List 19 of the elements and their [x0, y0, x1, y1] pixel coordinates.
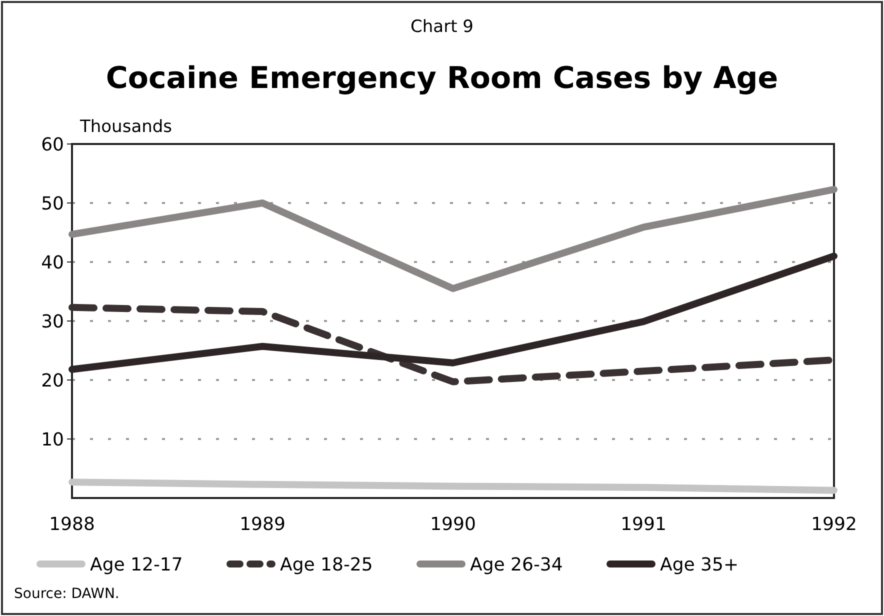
x-tick-label: 1991 — [620, 514, 666, 535]
y-tick-label: 30 — [41, 311, 64, 332]
y-tick-label: 60 — [41, 134, 64, 156]
x-tick-label: 1990 — [430, 514, 476, 535]
chart-subtitle: Chart 9 — [410, 17, 474, 37]
y-tick-label: 50 — [41, 193, 64, 214]
legend-label: Age 12-17 — [90, 554, 183, 576]
legend-label: Age 35+ — [660, 554, 739, 576]
chart-title: Cocaine Emergency Room Cases by Age — [106, 61, 778, 96]
y-tick-label: 40 — [41, 252, 64, 274]
x-tick-label: 1988 — [49, 514, 95, 535]
y-axis-title: Thousands — [79, 117, 172, 137]
x-tick-label: 1989 — [240, 514, 286, 535]
source-note: Source: DAWN. — [14, 586, 120, 602]
x-tick-label: 1992 — [811, 514, 857, 535]
legend-label: Age 26-34 — [470, 554, 563, 576]
y-tick-label: 20 — [41, 370, 64, 392]
legend-label: Age 18-25 — [280, 554, 373, 576]
y-tick-label: 10 — [41, 429, 64, 450]
